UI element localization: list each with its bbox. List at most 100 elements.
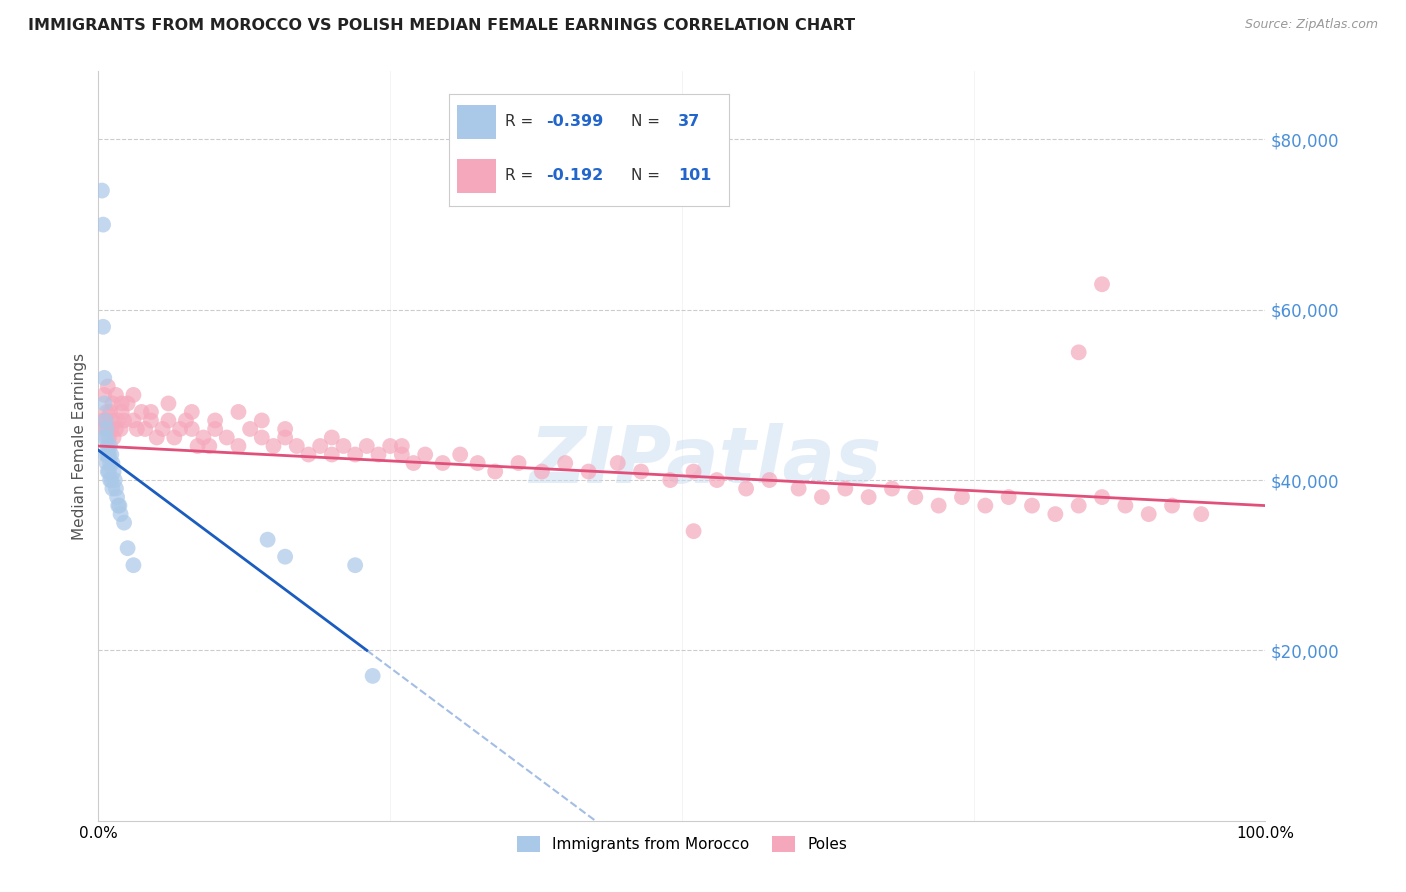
Point	[391, 448, 413, 462]
Point	[101, 456, 124, 470]
Point	[928, 499, 950, 513]
Point	[101, 482, 124, 496]
Text: IMMIGRANTS FROM MOROCCO VS POLISH MEDIAN FEMALE EARNINGS CORRELATION CHART: IMMIGRANTS FROM MOROCCO VS POLISH MEDIAN…	[28, 18, 855, 33]
Point	[950, 490, 973, 504]
Point	[997, 490, 1019, 504]
Point	[101, 413, 124, 427]
Point	[122, 413, 145, 427]
Point	[91, 218, 114, 232]
Point	[1091, 277, 1114, 292]
Point	[332, 439, 354, 453]
Point	[97, 448, 120, 462]
Point	[250, 430, 273, 444]
Point	[93, 430, 115, 444]
Point	[97, 448, 120, 462]
Point	[904, 490, 927, 504]
Point	[285, 439, 308, 453]
Point	[139, 405, 162, 419]
Point	[1137, 507, 1160, 521]
Point	[96, 405, 118, 419]
Point	[1067, 345, 1090, 359]
Point	[187, 439, 209, 453]
Point	[974, 499, 997, 513]
Point	[100, 473, 122, 487]
Point	[96, 422, 118, 436]
Point	[96, 456, 118, 470]
Point	[100, 422, 122, 436]
Point	[321, 430, 343, 444]
Point	[93, 396, 115, 410]
Point	[344, 448, 367, 462]
Legend: Immigrants from Morocco, Poles: Immigrants from Morocco, Poles	[510, 830, 853, 858]
Point	[108, 499, 131, 513]
Point	[682, 524, 704, 538]
Point	[1021, 499, 1043, 513]
Point	[94, 448, 117, 462]
Y-axis label: Median Female Earnings: Median Female Earnings	[72, 352, 87, 540]
Point	[180, 405, 202, 419]
Point	[107, 413, 129, 427]
Point	[103, 430, 125, 444]
Point	[93, 422, 115, 436]
Point	[180, 422, 202, 436]
Point	[91, 413, 114, 427]
Point	[321, 448, 343, 462]
Point	[1114, 499, 1136, 513]
Point	[110, 422, 132, 436]
Point	[100, 448, 122, 462]
Point	[139, 413, 162, 427]
Point	[735, 482, 758, 496]
Point	[110, 507, 132, 521]
Point	[90, 184, 112, 198]
Point	[122, 558, 145, 573]
Point	[104, 482, 127, 496]
Point	[262, 439, 284, 453]
Point	[274, 549, 297, 564]
Point	[356, 439, 378, 453]
Point	[198, 439, 221, 453]
Point	[98, 439, 121, 453]
Point	[402, 456, 425, 470]
Point	[104, 473, 127, 487]
Point	[101, 396, 124, 410]
Point	[659, 473, 682, 487]
Point	[858, 490, 880, 504]
Point	[606, 456, 628, 470]
Point	[530, 465, 553, 479]
Point	[98, 405, 121, 419]
Point	[228, 439, 250, 453]
Point	[131, 405, 153, 419]
Point	[111, 396, 134, 410]
Point	[117, 396, 139, 410]
Point	[97, 422, 120, 436]
Point	[93, 371, 115, 385]
Point	[1045, 507, 1067, 521]
Point	[413, 448, 436, 462]
Point	[228, 405, 250, 419]
Point	[578, 465, 600, 479]
Point	[1189, 507, 1212, 521]
Point	[297, 448, 319, 462]
Point	[98, 456, 121, 470]
Point	[484, 465, 506, 479]
Point	[104, 388, 127, 402]
Point	[204, 422, 226, 436]
Point	[361, 669, 384, 683]
Point	[630, 465, 652, 479]
Point	[152, 422, 174, 436]
Point	[1161, 499, 1184, 513]
Point	[344, 558, 367, 573]
Point	[157, 413, 180, 427]
Point	[97, 465, 120, 479]
Point	[169, 422, 191, 436]
Point	[256, 533, 278, 547]
Point	[834, 482, 856, 496]
Point	[107, 499, 129, 513]
Text: ZIPatlas: ZIPatlas	[529, 423, 882, 499]
Point	[367, 448, 389, 462]
Point	[467, 456, 489, 470]
Point	[309, 439, 332, 453]
Point	[250, 413, 273, 427]
Point	[1067, 499, 1090, 513]
Point	[239, 422, 262, 436]
